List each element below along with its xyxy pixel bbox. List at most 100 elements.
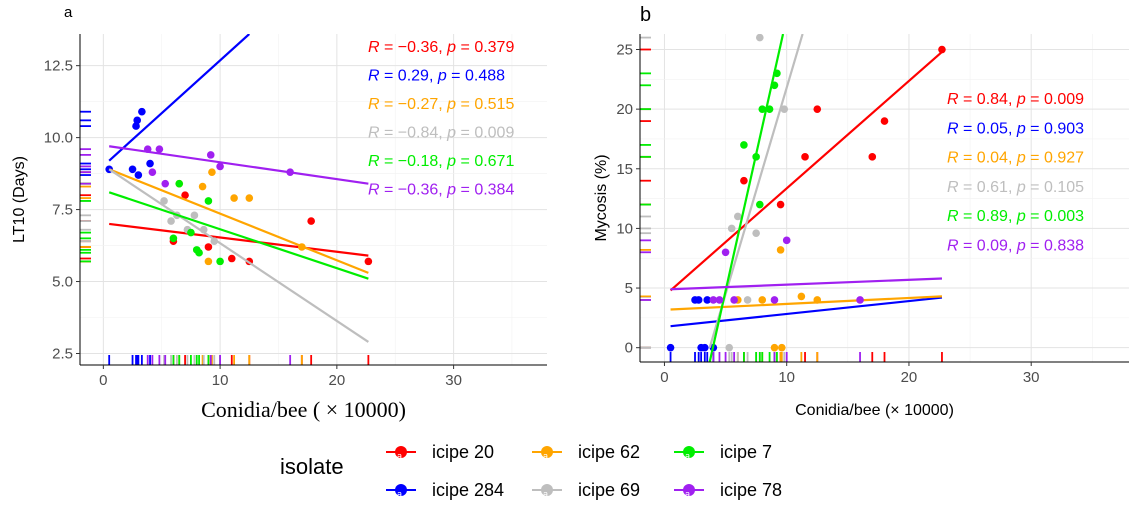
point-icipe-284 xyxy=(132,122,140,130)
point-icipe-78 xyxy=(782,236,791,245)
point-icipe-20 xyxy=(938,45,946,54)
point-icipe-20 xyxy=(868,153,877,161)
point-icipe-284 xyxy=(133,116,142,125)
y-tick-label: 5.0 xyxy=(52,274,73,291)
point-icipe-69 xyxy=(727,224,736,233)
fit-line-icipe-62 xyxy=(670,295,943,311)
legend-item-icipe-69: a icipe 69 xyxy=(530,476,640,504)
fit-line-icipe-7 xyxy=(108,191,369,280)
x-axis-title: Conidia/bee ( × 10000) xyxy=(201,397,406,422)
point-icipe-78 xyxy=(730,296,738,304)
fit-line-icipe-20 xyxy=(109,222,369,257)
point-icipe-62 xyxy=(776,246,785,254)
point-icipe-69 xyxy=(734,212,742,221)
legend-item-icipe-20: a icipe 20 xyxy=(384,438,494,466)
point-icipe-284 xyxy=(700,343,709,352)
point-icipe-7 xyxy=(187,228,195,237)
legend-label-icipe-69: icipe 69 xyxy=(578,479,641,500)
y-tick-label: 20 xyxy=(616,101,633,118)
point-icipe-62 xyxy=(204,257,213,266)
panel-b: 0 10 20 30 0 5 10 15 20 25 Conidia/bee (× 10000) My… xyxy=(593,34,1129,419)
stat-label-icipe-62: R = 0.04, p = 0.927 xyxy=(947,150,1084,167)
grid-a xyxy=(80,34,547,365)
point-icipe-7 xyxy=(169,234,178,243)
legend-key-icipe-20: a xyxy=(384,440,418,464)
x-axis-title: Conidia/bee (× 10000) xyxy=(795,402,954,419)
y-tick-label: 0 xyxy=(625,340,633,357)
point-icipe-62 xyxy=(208,168,216,176)
x-tick-label: 0 xyxy=(660,369,668,386)
point-icipe-78 xyxy=(216,162,224,171)
point-icipe-78 xyxy=(721,248,730,257)
y-tick-label: 2.5 xyxy=(52,345,73,362)
point-icipe-20 xyxy=(801,153,809,161)
legend: isolate a icipe 20 a icipe 62 a icipe 7 … xyxy=(280,436,840,502)
point-icipe-20 xyxy=(204,243,213,251)
legend-key-icipe-7: a xyxy=(672,440,706,464)
point-icipe-78 xyxy=(715,296,724,304)
point-icipe-62 xyxy=(298,243,306,251)
x-tick-label: 30 xyxy=(445,372,462,389)
point-icipe-62 xyxy=(198,182,207,191)
y-tick-label: 12.5 xyxy=(44,58,73,75)
stat-label-icipe-7: R = −0.18, p = 0.671 xyxy=(368,153,514,170)
y-axis-title: LT10 (Days) xyxy=(11,156,28,243)
point-icipe-69 xyxy=(780,105,789,113)
stat-label-icipe-7: R = 0.89, p = 0.003 xyxy=(947,208,1084,225)
legend-label-icipe-78: icipe 78 xyxy=(720,479,783,500)
point-icipe-7 xyxy=(216,257,224,266)
panel-a-letter: a xyxy=(64,4,73,21)
point-icipe-7 xyxy=(175,179,184,188)
data-layer-b xyxy=(640,34,946,362)
point-icipe-69 xyxy=(190,211,199,220)
fit-line-icipe-284 xyxy=(670,296,943,328)
legend-label-icipe-284: icipe 284 xyxy=(432,479,505,500)
y-tick-label: 5 xyxy=(625,280,633,297)
point-icipe-20 xyxy=(307,217,315,225)
fit-line-icipe-62 xyxy=(108,168,369,274)
point-icipe-62 xyxy=(813,296,822,304)
point-icipe-7 xyxy=(765,105,774,113)
x-tick-label: 20 xyxy=(901,369,918,386)
fit-line-icipe-78 xyxy=(670,277,943,291)
legend-key-icipe-78: a xyxy=(672,478,706,502)
point-icipe-62 xyxy=(758,296,767,304)
y-axis-title: Mycosis (%) xyxy=(593,154,610,241)
point-icipe-284 xyxy=(134,171,143,179)
point-icipe-7 xyxy=(752,153,760,161)
point-icipe-20 xyxy=(776,200,785,209)
point-icipe-69 xyxy=(743,296,752,304)
point-icipe-284 xyxy=(128,165,137,174)
y-tick-label: 7.5 xyxy=(52,202,73,219)
point-icipe-20 xyxy=(227,254,236,263)
legend-label-icipe-7: icipe 7 xyxy=(720,441,773,462)
point-icipe-78 xyxy=(709,296,718,304)
fit-line-icipe-284 xyxy=(108,34,251,162)
point-icipe-62 xyxy=(770,343,779,352)
legend-item-icipe-7: a icipe 7 xyxy=(672,438,772,466)
point-icipe-7 xyxy=(756,200,764,209)
legend-key-icipe-69: a xyxy=(530,478,564,502)
point-icipe-69 xyxy=(199,225,208,234)
stat-label-icipe-78: R = −0.36, p = 0.384 xyxy=(368,182,514,199)
x-tick-label: 10 xyxy=(212,372,229,389)
fit-line-icipe-78 xyxy=(109,145,369,185)
point-icipe-7 xyxy=(773,69,781,78)
point-icipe-69 xyxy=(210,237,219,246)
point-icipe-284 xyxy=(138,107,146,116)
point-icipe-284 xyxy=(694,296,703,304)
y-tick-label: 15 xyxy=(616,161,633,178)
point-icipe-78 xyxy=(161,179,170,188)
point-icipe-62 xyxy=(797,292,806,301)
point-icipe-20 xyxy=(740,176,748,185)
point-icipe-78 xyxy=(770,296,779,304)
panel-b-letter: b xyxy=(640,4,652,26)
point-icipe-62 xyxy=(778,343,786,352)
y-tick-label: 10 xyxy=(616,220,633,237)
point-icipe-20 xyxy=(880,117,889,125)
point-icipe-69 xyxy=(725,343,734,352)
point-icipe-20 xyxy=(813,105,822,113)
point-icipe-284 xyxy=(666,343,675,352)
y-tick-label: 25 xyxy=(616,42,633,59)
